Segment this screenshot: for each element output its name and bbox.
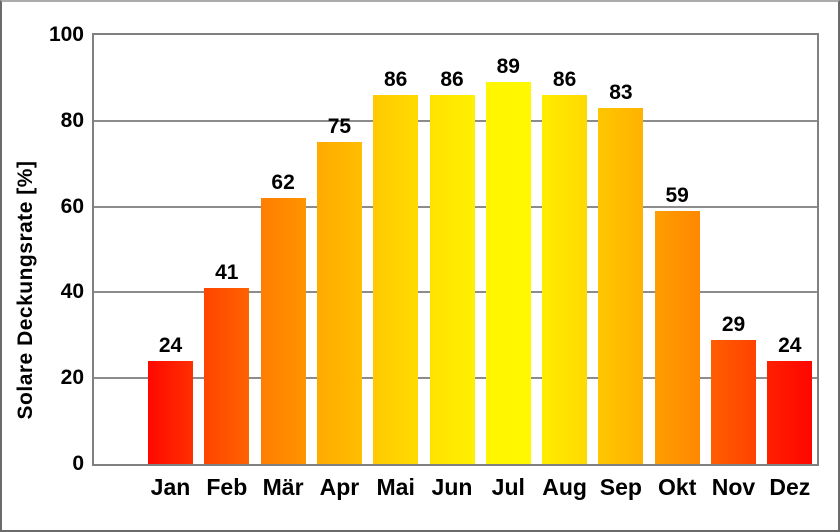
y-tick-label: 40 — [60, 280, 84, 304]
bar-value-label: 75 — [327, 115, 352, 139]
bar-apr — [316, 142, 362, 464]
y-tick-label: 100 — [48, 23, 84, 46]
bar-value-label: 41 — [215, 261, 239, 285]
x-tick-label: Jan — [150, 474, 191, 500]
y-tick-label: 0 — [72, 452, 84, 475]
bar-value-label: 24 — [778, 334, 802, 358]
plot-area: 24 41 62 75 86 86 89 86 83 59 29 24 — [92, 33, 819, 466]
bar-feb — [204, 288, 250, 464]
bar-jun — [429, 95, 475, 464]
bar-value-label: 24 — [158, 334, 183, 358]
bar-sep — [598, 107, 644, 464]
x-tick-label: Mär — [262, 474, 304, 500]
x-tick-label: Dez — [769, 474, 811, 500]
bar-jul — [485, 82, 531, 464]
x-tick-label: Nov — [711, 474, 756, 500]
y-tick-label: 80 — [60, 108, 84, 132]
x-tick-label: Sep — [599, 474, 642, 500]
x-tick-label: Okt — [658, 474, 697, 500]
bar-nov — [711, 339, 756, 464]
bar-value-label: 62 — [271, 171, 295, 195]
bar-value-label: 59 — [665, 183, 689, 207]
bar-aug — [542, 95, 588, 464]
bar-value-label: 29 — [721, 312, 746, 336]
y-tick-label: 20 — [60, 366, 84, 390]
bar-value-label: 83 — [609, 80, 633, 104]
bar-jan — [148, 361, 193, 464]
bar-value-label: 86 — [384, 68, 408, 92]
x-tick-label: Aug — [542, 474, 587, 500]
bar-dez — [767, 361, 813, 464]
bar-value-label: 86 — [440, 68, 464, 92]
x-tick-label: Apr — [319, 474, 360, 500]
x-tick-label: Jun — [431, 474, 473, 500]
x-tick-label: Feb — [206, 474, 248, 500]
bar-value-label: 86 — [552, 68, 577, 92]
x-tick-label: Mai — [376, 474, 415, 500]
bar-value-label: 89 — [496, 55, 520, 79]
y-tick-label: 60 — [60, 194, 84, 218]
bar-mai — [373, 95, 419, 464]
bar-okt — [654, 210, 700, 464]
x-tick-label: Jul — [491, 474, 525, 500]
bar-mär — [260, 198, 306, 464]
